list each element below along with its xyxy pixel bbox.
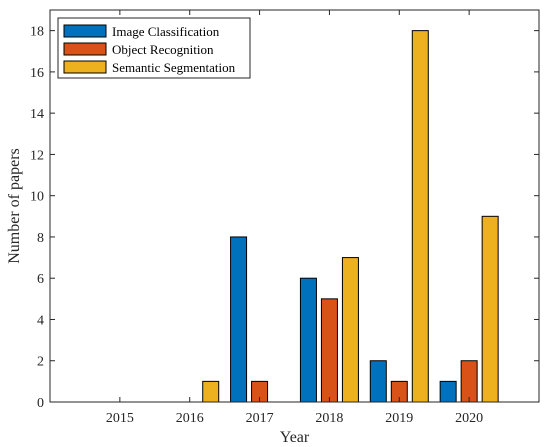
- bar-image-classification-2020: [439, 380, 457, 403]
- legend-label: Object Recognition: [112, 42, 214, 57]
- legend-label: Image Classification: [112, 24, 220, 39]
- plot-area-frame: [49, 9, 540, 403]
- bar-semantic-segmentation-2018: [341, 257, 359, 403]
- y-tick-label: 18: [30, 25, 44, 40]
- x-tick-label: 2020: [455, 411, 483, 426]
- y-tick-label: 0: [37, 396, 44, 411]
- bar-image-classification-2019: [369, 360, 387, 403]
- legend: Image Classification Object Recognition Se…: [57, 17, 251, 79]
- bar-object-recognition-2018: [320, 298, 338, 403]
- legend-label: Semantic Segmentation: [112, 60, 236, 75]
- bars-layer: [202, 30, 499, 403]
- y-tick-label: 14: [30, 107, 44, 122]
- bar-semantic-segmentation-2019: [411, 30, 429, 403]
- bar-object-recognition-2020: [460, 360, 478, 403]
- y-tick-label: 2: [37, 355, 44, 370]
- x-tick-label: 2015: [106, 411, 134, 426]
- bar-image-classification-2017: [230, 236, 248, 403]
- bar-semantic-segmentation-2016: [202, 380, 220, 403]
- bar-semantic-segmentation-2020: [481, 215, 499, 403]
- y-tick-label: 10: [30, 190, 44, 205]
- x-tick-label: 2018: [315, 411, 343, 426]
- bar-image-classification-2018: [299, 277, 317, 403]
- x-axis-title: Year: [280, 429, 310, 446]
- y-tick-label: 6: [37, 272, 44, 287]
- legend-swatch: [63, 42, 107, 56]
- legend-swatch: [63, 24, 107, 38]
- y-tick-label: 12: [30, 148, 44, 163]
- x-tick-label: 2016: [176, 411, 204, 426]
- legend-swatch: [63, 60, 107, 74]
- y-axis-title: Number of papers: [6, 148, 23, 264]
- y-tick-label: 4: [37, 313, 44, 328]
- x-axis: 2015 2016 2017 2018 2019 2020: [106, 10, 483, 426]
- y-tick-label: 16: [30, 66, 44, 81]
- y-tick-label: 8: [37, 231, 44, 246]
- y-axis: 0 2 4 6 8 10 12 14 16 18: [30, 25, 539, 411]
- x-tick-label: 2017: [246, 411, 274, 426]
- x-tick-label: 2019: [385, 411, 413, 426]
